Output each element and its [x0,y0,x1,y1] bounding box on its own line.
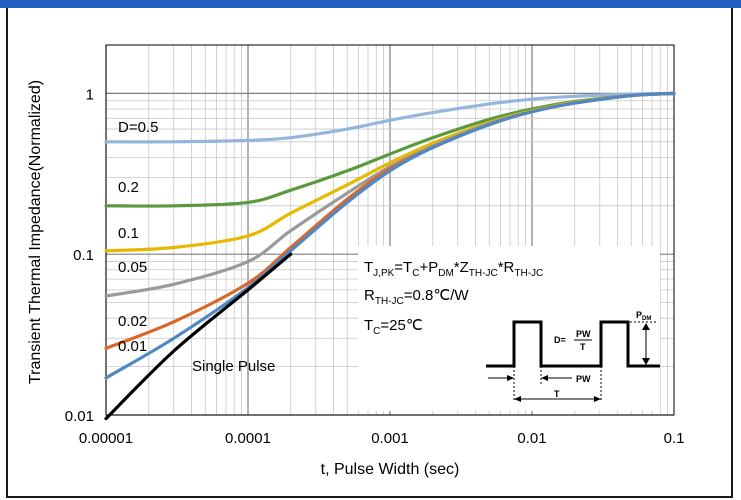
series-label-3: 0.05 [118,259,147,276]
series-label-2: 0.1 [118,225,139,242]
x-tick-label: 0.0001 [225,430,271,447]
x-axis-title: t, Pulse Width (sec) [321,461,460,478]
annotation-tj-formula: TJ,PK=TC+PDM*ZTH-JC*RTH-JC [364,259,543,279]
duty-denominator: T [580,342,586,352]
series-line-0 [104,91,676,144]
series-label-5: 0.01 [118,338,147,355]
duty-numerator: PW [576,329,591,339]
x-tick-label: 0.00001 [79,430,133,447]
pulse-diagram: D= PW T PDM PW T [486,310,660,402]
annotation-box [358,246,660,411]
x-tick-label: 0.01 [517,430,546,447]
x-tick-labels: 0.00001 0.0001 0.001 0.01 0.1 [79,430,685,447]
plot-area [105,44,675,416]
series-label-1: 0.2 [118,179,139,196]
series-line-6 [104,252,293,421]
y-tick-label: 1 [86,86,94,103]
series-labels: D=0.5 0.2 0.1 0.05 0.02 0.01 Single Pulse [118,119,275,375]
t-label: T [554,389,560,399]
series-label-6: Single Pulse [192,358,275,375]
y-tick-label: 0.1 [73,247,94,264]
series-lines [104,91,676,421]
series-label-4: 0.02 [118,313,147,330]
series-line-5 [104,91,676,380]
chart-frame [6,8,733,498]
y-tick-labels: 0.01 0.1 1 [65,86,94,425]
top-border-bar [0,0,741,8]
pdm-label: PDM [636,310,651,322]
series-label-0: D=0.5 [118,119,158,136]
x-tick-label: 0.001 [371,430,409,447]
annotation-rth: RTH-JC=0.8℃/W [364,287,469,307]
pw-label: PW [576,374,591,384]
x-tick-label: 0.1 [664,430,685,447]
annotation-tc: TC=25℃ [364,317,423,337]
y-tick-label: 0.01 [65,408,94,425]
y-axis-title: Transient Thermal Impedance(Normalized) [27,80,44,384]
duty-label: D= [554,335,566,345]
